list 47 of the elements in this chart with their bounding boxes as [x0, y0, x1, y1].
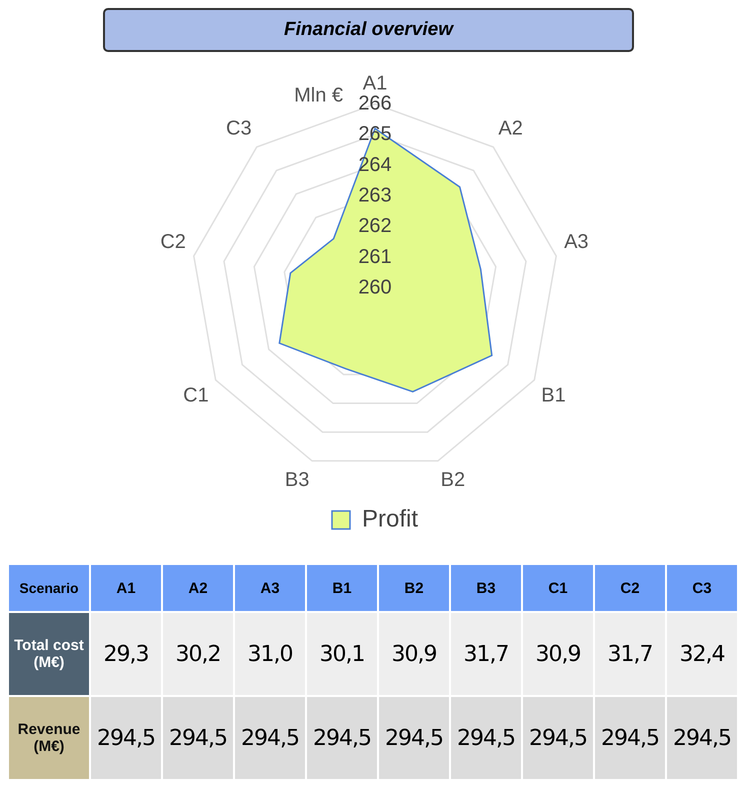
x-tick-label: C2 [594, 564, 666, 612]
data-label: 31,7 [594, 612, 666, 696]
data-label: 294,5 [522, 696, 594, 780]
y-tick-label: 261 [358, 246, 392, 268]
x-axis-title: Scenario [8, 564, 90, 612]
x-tick-label: B3 [450, 564, 522, 612]
data-label: 294,5 [594, 696, 666, 780]
y-tick-label: 262 [358, 215, 392, 238]
data-label: 294,5 [234, 696, 306, 780]
spoke-label: C3 [226, 117, 252, 140]
data-label: 30,1 [306, 612, 378, 696]
data-label: 294,5 [666, 696, 738, 780]
spoke-label: C1 [183, 384, 209, 407]
spoke-label: A2 [498, 117, 523, 140]
data-label: 294,5 [162, 696, 234, 780]
spoke-label: A3 [564, 231, 589, 254]
spoke-label: A1 [362, 72, 388, 95]
x-tick-label: A2 [162, 564, 234, 612]
data-label: 30,9 [522, 612, 594, 696]
data-label: 294,5 [90, 696, 162, 780]
spoke-label: C2 [160, 231, 186, 254]
legend-label: Profit [362, 506, 418, 533]
text: Mln € [294, 84, 343, 107]
x-tick-label: A3 [234, 564, 306, 612]
x-tick-label: B2 [378, 564, 450, 612]
y-tick-label: 260 [358, 276, 392, 299]
data-label: 29,3 [90, 612, 162, 696]
y-tick-label: 266 [358, 92, 392, 115]
data-label: 294,5 [450, 696, 522, 780]
data-label: 31,0 [234, 612, 306, 696]
y-tick-label: 263 [358, 184, 392, 207]
y-tick-label: Total cost (M€) [8, 612, 90, 696]
data-label: 294,5 [378, 696, 450, 780]
x-tick-label: C3 [666, 564, 738, 612]
x-tick-label: C1 [522, 564, 594, 612]
data-label: 294,5 [306, 696, 378, 780]
data-label: 31,7 [450, 612, 522, 696]
spoke-label: B3 [284, 468, 310, 491]
chart-title: Financial overview [103, 8, 634, 52]
x-tick-label: A1 [90, 564, 162, 612]
y-tick-label: Revenue (M€) [8, 696, 90, 780]
x-tick-label: B1 [306, 564, 378, 612]
spoke-label: B2 [440, 468, 466, 491]
data-label: 30,9 [378, 612, 450, 696]
spoke-label: B1 [541, 384, 566, 407]
data-label: 32,4 [666, 612, 738, 696]
data-label: 30,2 [162, 612, 234, 696]
